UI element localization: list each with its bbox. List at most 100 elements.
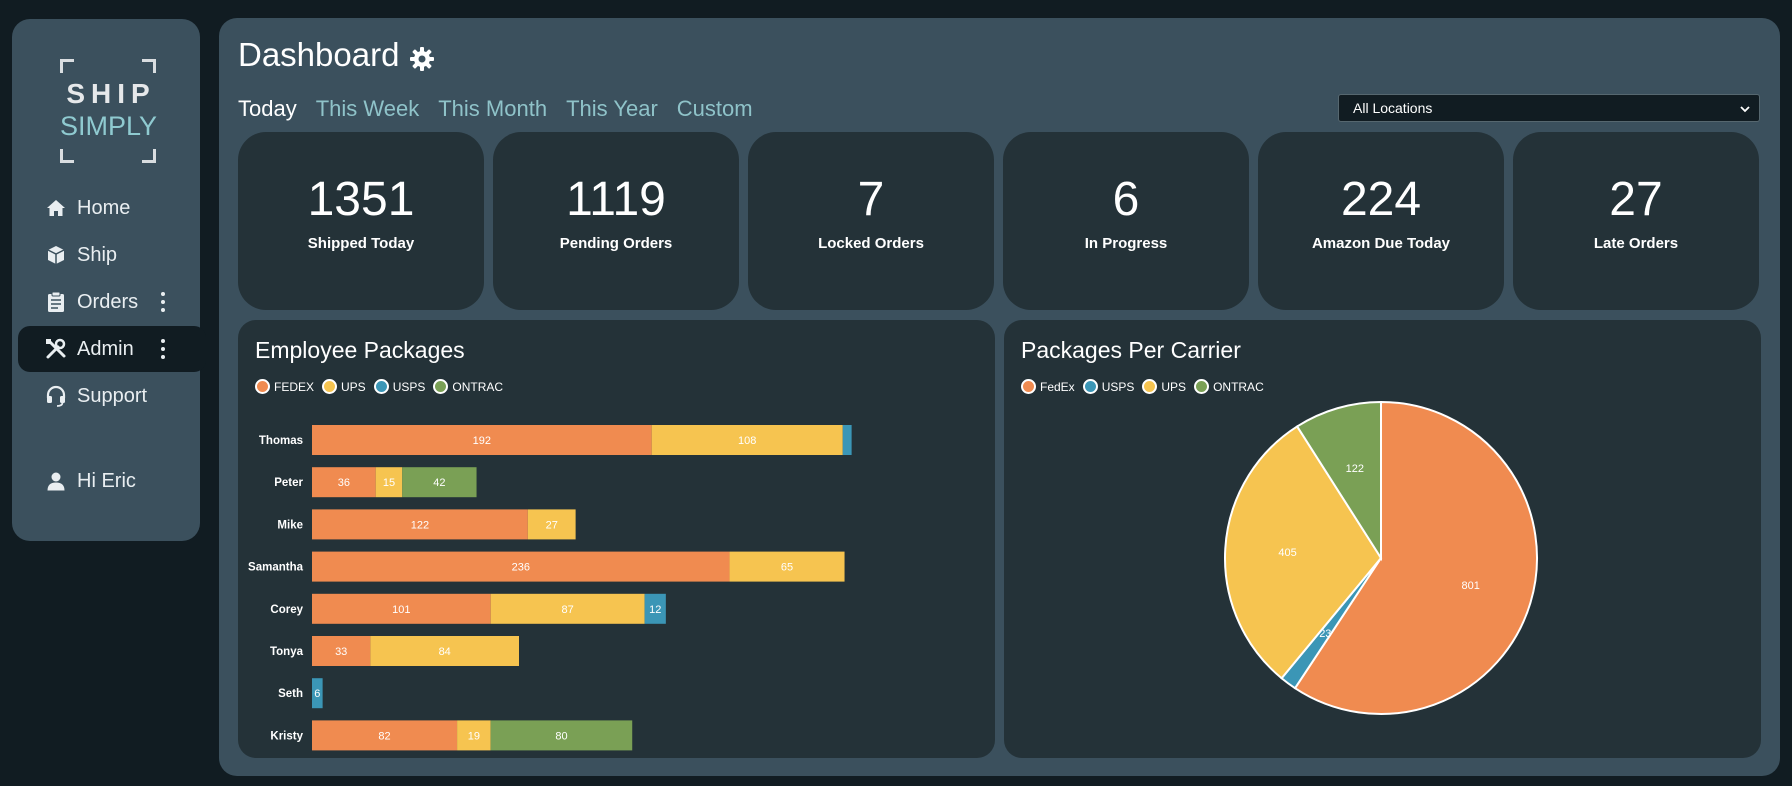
bar-fedex-kristy[interactable] bbox=[312, 720, 458, 751]
tab-this-year[interactable]: This Year bbox=[566, 96, 658, 121]
chart-legend: FEDEX UPS USPS ONTRAC bbox=[255, 379, 503, 394]
category-label: Corey bbox=[270, 604, 303, 616]
bar-value-label: 42 bbox=[433, 477, 445, 489]
bar-value-label: 80 bbox=[555, 730, 567, 742]
bar-usps-thomas[interactable] bbox=[842, 425, 852, 455]
bar-value-label: 82 bbox=[378, 730, 390, 742]
bar-fedex-corey[interactable] bbox=[312, 593, 491, 624]
bar-ups-peter[interactable] bbox=[375, 467, 403, 498]
chevron-down-icon bbox=[1739, 102, 1751, 114]
category-label: Mike bbox=[277, 519, 303, 531]
legend-label: USPS bbox=[1101, 379, 1135, 394]
stat-value: 1119 bbox=[566, 173, 666, 226]
tab-this-month[interactable]: This Month bbox=[438, 96, 548, 121]
pie-value-label: 23 bbox=[1319, 628, 1331, 640]
stat-card-late-orders[interactable]: 27 Late Orders bbox=[1513, 132, 1759, 310]
legend-swatch bbox=[1082, 379, 1098, 394]
bar-fedex-samantha[interactable] bbox=[312, 551, 730, 582]
sidebar-item-ship[interactable]: Ship bbox=[12, 232, 200, 278]
sidebar-item-label: Admin bbox=[77, 337, 134, 360]
stat-card-locked-orders[interactable]: 7 Locked Orders bbox=[748, 132, 994, 310]
bar-ups-samantha[interactable] bbox=[729, 551, 845, 582]
bar-fedex-thomas[interactable] bbox=[312, 425, 652, 455]
bar-value-label: 27 bbox=[546, 519, 558, 531]
legend-label: ONTRAC bbox=[452, 379, 504, 394]
category-label: Tonya bbox=[270, 646, 304, 658]
bar-ups-tonya[interactable] bbox=[370, 636, 519, 666]
bar-usps-seth[interactable] bbox=[312, 678, 323, 709]
logo-line-1: SHIP bbox=[66, 78, 156, 109]
bar-fedex-tonya[interactable] bbox=[312, 636, 371, 666]
pie-value-label: 405 bbox=[1278, 547, 1296, 559]
legend-swatch bbox=[322, 379, 338, 394]
tab-custom[interactable]: Custom bbox=[676, 96, 753, 121]
page-title-text: Dashboard bbox=[238, 36, 400, 73]
tab-this-week[interactable]: This Week bbox=[315, 96, 420, 121]
bar-ups-thomas[interactable] bbox=[651, 425, 843, 455]
admin-menu-icon[interactable] bbox=[160, 339, 166, 359]
legend-item-fedex[interactable]: FEDEX bbox=[255, 379, 314, 394]
bar-value-label: 36 bbox=[338, 477, 350, 489]
stat-card-shipped-today[interactable]: 1351 Shipped Today bbox=[238, 132, 484, 310]
bar-value-label: 108 bbox=[738, 435, 756, 447]
location-select[interactable]: All Locations bbox=[1338, 94, 1760, 122]
legend-swatch bbox=[1142, 379, 1158, 394]
bar-ups-mike[interactable] bbox=[527, 509, 576, 540]
bar-value-label: 122 bbox=[411, 519, 429, 531]
bar-fedex-mike[interactable] bbox=[312, 509, 528, 540]
legend-label: USPS bbox=[392, 379, 426, 394]
legend-item-ups[interactable]: UPS bbox=[322, 379, 366, 394]
bar-ups-corey[interactable] bbox=[490, 593, 645, 624]
stat-value: 224 bbox=[1340, 173, 1422, 226]
legend-item-ontrac[interactable]: ONTRAC bbox=[1194, 379, 1264, 394]
bar-fedex-peter[interactable] bbox=[312, 467, 376, 498]
user-greeting[interactable]: Hi Eric bbox=[12, 458, 200, 504]
stat-card-amazon-due-today[interactable]: 224 Amazon Due Today bbox=[1258, 132, 1504, 310]
legend-item-fedex[interactable]: FedEx bbox=[1021, 379, 1075, 394]
bar-value-label: 15 bbox=[383, 477, 395, 489]
sidebar-item-home[interactable]: Home bbox=[12, 185, 200, 231]
location-select-value: All Locations bbox=[1353, 100, 1433, 116]
sidebar-item-orders[interactable]: Orders bbox=[12, 279, 200, 325]
sidebar: SHIP SIMPLY Home Ship Orders Admin Suppo… bbox=[12, 19, 206, 541]
date-range-tabs: Today This Week This Month This Year Cus… bbox=[238, 96, 753, 122]
sidebar-item-support[interactable]: Support bbox=[12, 373, 200, 419]
stat-value: 1351 bbox=[307, 173, 415, 226]
gear-icon[interactable] bbox=[409, 42, 435, 71]
stat-value: 27 bbox=[1609, 173, 1663, 226]
category-label: Peter bbox=[274, 477, 303, 489]
stat-card-pending-orders[interactable]: 1119 Pending Orders bbox=[493, 132, 739, 310]
headset-icon bbox=[45, 385, 67, 407]
bar-usps-corey[interactable] bbox=[644, 593, 666, 624]
bar-ontrac-peter[interactable] bbox=[402, 467, 477, 498]
packages-per-carrier-card: Packages Per Carrier FedEx USPS UPS ONTR… bbox=[1004, 320, 1761, 758]
sidebar-item-label: Support bbox=[77, 384, 148, 407]
sidebar-item-label: Ship bbox=[77, 243, 118, 266]
employee-packages-card: Employee Packages FEDEX UPS USPS ONTRAC … bbox=[238, 320, 995, 758]
legend-label: FedEx bbox=[1040, 379, 1075, 394]
pie-value-label: 801 bbox=[1461, 580, 1479, 592]
bar-ontrac-kristy[interactable] bbox=[490, 720, 633, 751]
sidebar-item-label: Orders bbox=[77, 290, 139, 313]
ship-simply-logo[interactable]: SHIP SIMPLY bbox=[60, 59, 157, 163]
bar-value-label: 236 bbox=[512, 562, 530, 574]
legend-item-usps[interactable]: USPS bbox=[373, 379, 426, 394]
orders-menu-icon[interactable] bbox=[160, 292, 166, 312]
category-label: Thomas bbox=[259, 435, 303, 447]
pie-value-label: 122 bbox=[1346, 463, 1364, 475]
pie-slice-ontrac[interactable] bbox=[1295, 400, 1382, 562]
sidebar-item-admin[interactable]: Admin bbox=[18, 326, 206, 372]
legend-item-ontrac[interactable]: ONTRAC bbox=[433, 379, 503, 394]
pie-slice-fedex[interactable] bbox=[1293, 400, 1538, 715]
legend-item-usps[interactable]: USPS bbox=[1082, 379, 1135, 394]
packages-per-carrier-chart: 801 23 405 122 bbox=[1224, 400, 1538, 715]
bar-value-label: 101 bbox=[392, 604, 410, 616]
stat-label: Late Orders bbox=[1593, 235, 1679, 252]
stat-card-in-progress[interactable]: 6 In Progress bbox=[1003, 132, 1249, 310]
legend-label: FEDEX bbox=[274, 379, 315, 394]
pie-slice-ups[interactable] bbox=[1224, 425, 1383, 680]
legend-item-ups[interactable]: UPS bbox=[1142, 379, 1186, 394]
stat-label: Pending Orders bbox=[559, 235, 673, 252]
tab-today[interactable]: Today bbox=[238, 96, 297, 121]
bar-ups-kristy[interactable] bbox=[457, 720, 491, 751]
